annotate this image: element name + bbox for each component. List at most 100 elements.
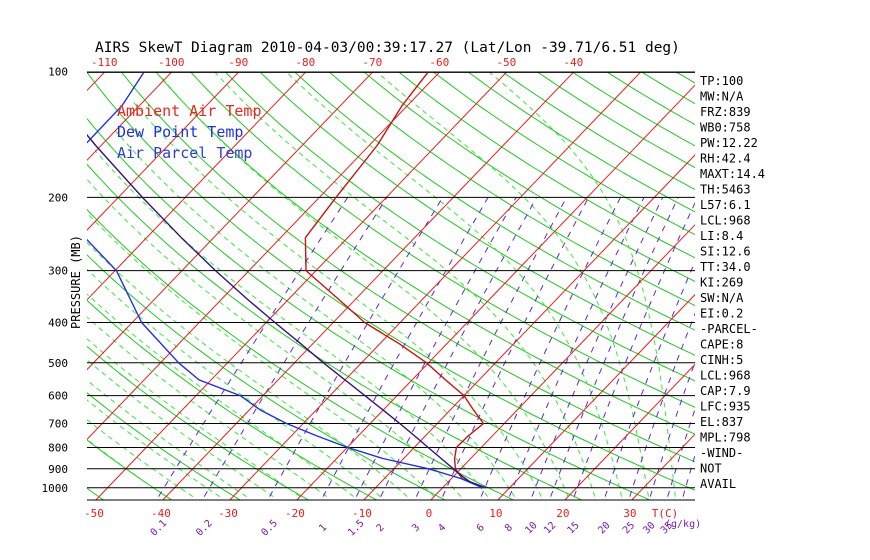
dry-adiabat-line bbox=[398, 72, 695, 259]
bottom-temp-tick-label: 30 bbox=[623, 507, 636, 520]
dry-adiabat-line bbox=[0, 70, 38, 502]
series-layer bbox=[87, 72, 487, 489]
dry-adiabat-line bbox=[87, 117, 652, 500]
legend-parcel-temp: Air Parcel Temp bbox=[117, 144, 252, 162]
index-value: CAP:7.9 bbox=[700, 384, 751, 398]
index-value: AVAIL bbox=[700, 477, 736, 491]
mixing-ratio-label: 20 bbox=[596, 520, 612, 536]
dry-adiabat-line bbox=[190, 72, 695, 408]
top-temp-tick-label: -80 bbox=[295, 56, 315, 69]
index-value: EL:837 bbox=[700, 415, 743, 429]
bottom-temp-unit-label: T(C) bbox=[652, 507, 679, 520]
dry-adiabat-line bbox=[155, 72, 695, 435]
frame-layer bbox=[87, 71, 695, 501]
mixing-ratio-label: 1.5 bbox=[346, 518, 367, 539]
dry-adiabat-line bbox=[502, 72, 695, 191]
pressure-tick-label: 500 bbox=[48, 357, 68, 370]
index-value: CAPE:8 bbox=[700, 338, 743, 352]
legend-dewpoint-temp: Dew Point Temp bbox=[117, 123, 243, 141]
index-value: MPL:798 bbox=[700, 431, 751, 445]
dry-adiabat-line bbox=[259, 72, 695, 356]
mixing-ratio-label: 0.5 bbox=[259, 518, 280, 539]
index-value: SI:12.6 bbox=[700, 245, 751, 259]
isotherm-line bbox=[95, 72, 508, 500]
index-value: -PARCEL- bbox=[700, 322, 758, 336]
bottom-temp-tick-label: -20 bbox=[285, 507, 305, 520]
index-value: CINH:5 bbox=[700, 353, 743, 367]
mixing-ratio-line bbox=[203, 197, 388, 497]
index-value: WB0:758 bbox=[700, 121, 751, 135]
mixing-ratio-label: 0.1 bbox=[149, 518, 170, 539]
isotherm-line bbox=[0, 70, 40, 502]
mixing-ratio-line bbox=[322, 197, 489, 497]
legend-ambient-temp: Ambient Air Temp bbox=[117, 102, 262, 120]
index-value: RH:42.4 bbox=[700, 152, 751, 166]
top-temp-tick-label: -40 bbox=[563, 56, 583, 69]
isotherm-line bbox=[564, 363, 695, 500]
index-value: LFC:935 bbox=[700, 400, 751, 414]
index-value: TP:100 bbox=[700, 74, 743, 88]
moist-adiabat-line bbox=[94, 149, 489, 497]
moist-adiabat-line bbox=[87, 338, 301, 498]
index-value: LCL:968 bbox=[700, 214, 751, 228]
dry-adiabat-line bbox=[87, 392, 241, 500]
dry-adiabat-line bbox=[777, 70, 870, 502]
mixing-ratio-line bbox=[682, 453, 695, 497]
dry-adiabat-line bbox=[87, 345, 310, 500]
mixing-ratio-label: 25 bbox=[621, 520, 637, 536]
dry-adiabat-line bbox=[294, 72, 695, 331]
bottom-temp-tick-label: -40 bbox=[151, 507, 171, 520]
isotherm-line bbox=[87, 72, 374, 371]
mixing-ratio-unit-label: (g/kg) bbox=[665, 519, 701, 530]
mixing-ratio-line bbox=[355, 197, 517, 497]
dry-adiabat-line bbox=[363, 72, 695, 282]
dry-adiabat-line bbox=[87, 487, 105, 500]
mixing-ratio-label: 15 bbox=[565, 520, 581, 536]
mixing-ratio-label: 8 bbox=[503, 522, 515, 534]
pressure-tick-label: 300 bbox=[48, 265, 68, 278]
dry-adiabat-line bbox=[328, 72, 695, 307]
index-value: MW:N/A bbox=[700, 90, 744, 104]
ambient-temp-curve bbox=[304, 72, 485, 489]
mixing-ratio-line bbox=[604, 260, 695, 497]
moist-adiabat-line bbox=[87, 438, 167, 498]
mixing-ratio-label: 3 bbox=[410, 522, 422, 534]
dry-adiabat-line bbox=[742, 70, 870, 502]
pressure-tick-label: 1000 bbox=[42, 482, 69, 495]
dry-adiabat-line bbox=[640, 72, 695, 105]
dry-adiabat-line bbox=[432, 72, 695, 236]
dry-adiabat-line bbox=[87, 299, 378, 500]
mixing-ratio-label: 1 bbox=[317, 522, 329, 534]
index-value: KI:269 bbox=[700, 276, 743, 290]
dry-adiabat-line bbox=[87, 254, 447, 500]
index-value: LCL:968 bbox=[700, 369, 751, 383]
index-value: LI:8.4 bbox=[700, 229, 743, 243]
bottom-temp-tick-label: 20 bbox=[556, 507, 569, 520]
chart-title: AIRS SkewT Diagram 2010-04-03/00:39:17.2… bbox=[95, 40, 680, 56]
moist-adiabat-line bbox=[376, 72, 649, 497]
moist-adiabat-line bbox=[87, 399, 220, 498]
parcel-curve bbox=[87, 133, 487, 489]
isotherm-line bbox=[87, 72, 441, 441]
index-value: MAXT:14.4 bbox=[700, 167, 765, 181]
bottom-temp-tick-label: -50 bbox=[84, 507, 104, 520]
mixing-ratio-label: 10 bbox=[523, 520, 539, 536]
mixing-ratio-line bbox=[158, 197, 349, 497]
moist-adiabat-line bbox=[133, 101, 542, 497]
mixing-ratio-line bbox=[269, 197, 444, 497]
mixing-ratio-label: 2 bbox=[375, 522, 387, 534]
bottom-temp-tick-label: 10 bbox=[489, 507, 502, 520]
index-value: NOT bbox=[700, 462, 722, 476]
moist-adiabat-line bbox=[87, 268, 381, 497]
isotherm-line bbox=[87, 72, 173, 161]
top-temp-tick-label: -70 bbox=[362, 56, 382, 69]
mixing-ratio-line bbox=[508, 197, 645, 497]
top-temp-tick-label: -90 bbox=[228, 56, 248, 69]
bottom-temp-tick-label: -10 bbox=[352, 507, 372, 520]
index-value: TH:5463 bbox=[700, 183, 751, 197]
pressure-tick-label: 400 bbox=[48, 317, 68, 330]
dry-adiabat-line bbox=[467, 72, 695, 213]
